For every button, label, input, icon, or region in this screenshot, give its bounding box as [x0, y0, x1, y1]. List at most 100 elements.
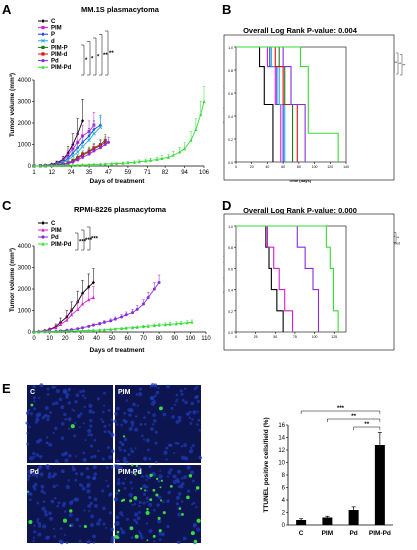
nucleus-dot: [114, 464, 118, 468]
x-tick-label: 59: [125, 170, 132, 176]
data-point: [141, 302, 145, 306]
nucleus-dot: [174, 400, 178, 403]
nucleus-dot: [81, 484, 84, 487]
panel-letter-d: D: [222, 198, 231, 213]
panel-c-significance: *********: [75, 226, 99, 251]
panel-a-xlabel: Days of treatment: [90, 178, 146, 185]
significance-marker: **: [397, 236, 400, 240]
nucleus-dot: [180, 445, 184, 448]
y-tick-label: 3000: [18, 266, 32, 272]
nucleus-dot: [58, 397, 63, 402]
nucleus-dot: [145, 485, 149, 489]
nucleus-dot: [46, 417, 50, 422]
data-point: [141, 324, 145, 329]
nucleus-dot: [132, 402, 136, 407]
survival-curve: [236, 225, 284, 332]
y-tick-label: 0: [28, 330, 32, 336]
data-point: [70, 329, 74, 333]
tunel-positive-dot: [181, 513, 184, 516]
nucleus-dot: [147, 410, 151, 414]
nucleus-dot: [27, 408, 31, 412]
nucleus-dot: [81, 486, 86, 491]
nucleus-dot: [177, 512, 182, 517]
data-point: [102, 320, 106, 324]
nucleus-dot: [56, 504, 59, 508]
nucleus-dot: [167, 490, 172, 495]
nucleus-dot: [53, 496, 57, 500]
x-tick-label: 35: [86, 170, 93, 176]
nucleus-dot: [28, 425, 31, 429]
tunel-positive-dot: [159, 486, 162, 489]
nucleus-dot: [100, 418, 103, 421]
tunel-positive-dot: [28, 520, 33, 525]
tunel-positive-dot: [117, 489, 121, 492]
y-tick-label: 0.0: [228, 331, 233, 335]
panel-letter-e: E: [2, 381, 11, 396]
nucleus-dot: [123, 486, 127, 490]
nucleus-dot: [71, 465, 75, 469]
data-point: [80, 326, 84, 330]
nucleus-dot: [32, 455, 36, 459]
nucleus-dot: [167, 470, 172, 475]
y-tick-label: 4000: [18, 78, 32, 84]
nucleus-dot: [175, 420, 180, 424]
x-tick-label: 10: [46, 336, 53, 342]
nucleus-dot: [152, 423, 155, 426]
data-point: [190, 320, 194, 324]
data-point: [87, 324, 91, 328]
data-point: [113, 327, 117, 331]
data-point: [91, 323, 95, 327]
nucleus-dot: [74, 400, 78, 404]
nucleus-dot: [133, 502, 136, 506]
y-tick-label: 0.6: [228, 267, 233, 271]
survival-curve: [236, 46, 339, 162]
nucleus-dot: [138, 392, 143, 397]
x-tick-label: 80: [156, 336, 163, 342]
nucleus-dot: [181, 398, 185, 402]
tunel-positive-dot: [160, 499, 163, 502]
bar: [322, 517, 333, 525]
nucleus-dot: [58, 539, 63, 544]
data-point: [54, 325, 58, 330]
x-tick-label: 50: [273, 335, 277, 339]
nucleus-dot: [42, 524, 47, 529]
nucleus-dot: [137, 466, 142, 470]
nucleus-dot: [102, 506, 106, 511]
nucleus-dot: [189, 470, 195, 475]
nucleus-dot: [153, 539, 156, 543]
data-point: [121, 161, 125, 165]
nucleus-dot: [116, 481, 121, 486]
legend-label: d: [51, 39, 55, 45]
data-point: [166, 155, 170, 159]
nucleus-dot: [45, 441, 49, 445]
significance-marker: **: [109, 51, 114, 57]
nucleus-dot: [39, 472, 44, 477]
data-point: [199, 112, 203, 116]
y-tick-label: 12: [278, 448, 285, 454]
nucleus-dot: [124, 419, 128, 424]
x-tick-label: 25: [254, 335, 258, 339]
nucleus-dot: [42, 500, 46, 504]
significance-marker: **: [395, 61, 398, 65]
significance-marker: *: [97, 55, 100, 61]
significance-bracket: [87, 226, 91, 251]
nucleus-dot: [197, 418, 201, 422]
nucleus-dot: [196, 527, 201, 532]
nucleus-dot: [122, 456, 127, 461]
data-point: [41, 242, 45, 246]
category-label: PIM: [322, 530, 334, 537]
data-point: [98, 146, 102, 150]
nucleus-dot: [185, 412, 190, 416]
panel-b-title: Overall Log Rank P-value: 0.004: [243, 26, 358, 35]
nucleus-dot: [88, 495, 92, 500]
nucleus-dot: [103, 430, 107, 434]
nucleus-dot: [169, 468, 173, 472]
data-point: [71, 160, 75, 164]
nucleus-dot: [89, 523, 94, 527]
nucleus-dot: [177, 492, 182, 496]
nucleus-dot: [141, 434, 144, 438]
data-point: [126, 160, 130, 165]
data-point: [183, 146, 187, 151]
panel-a-tumor-volume-mm1s: A MM.1S plasmacytoma Tumor volume (mm³) …: [2, 2, 210, 185]
data-point: [81, 163, 85, 167]
